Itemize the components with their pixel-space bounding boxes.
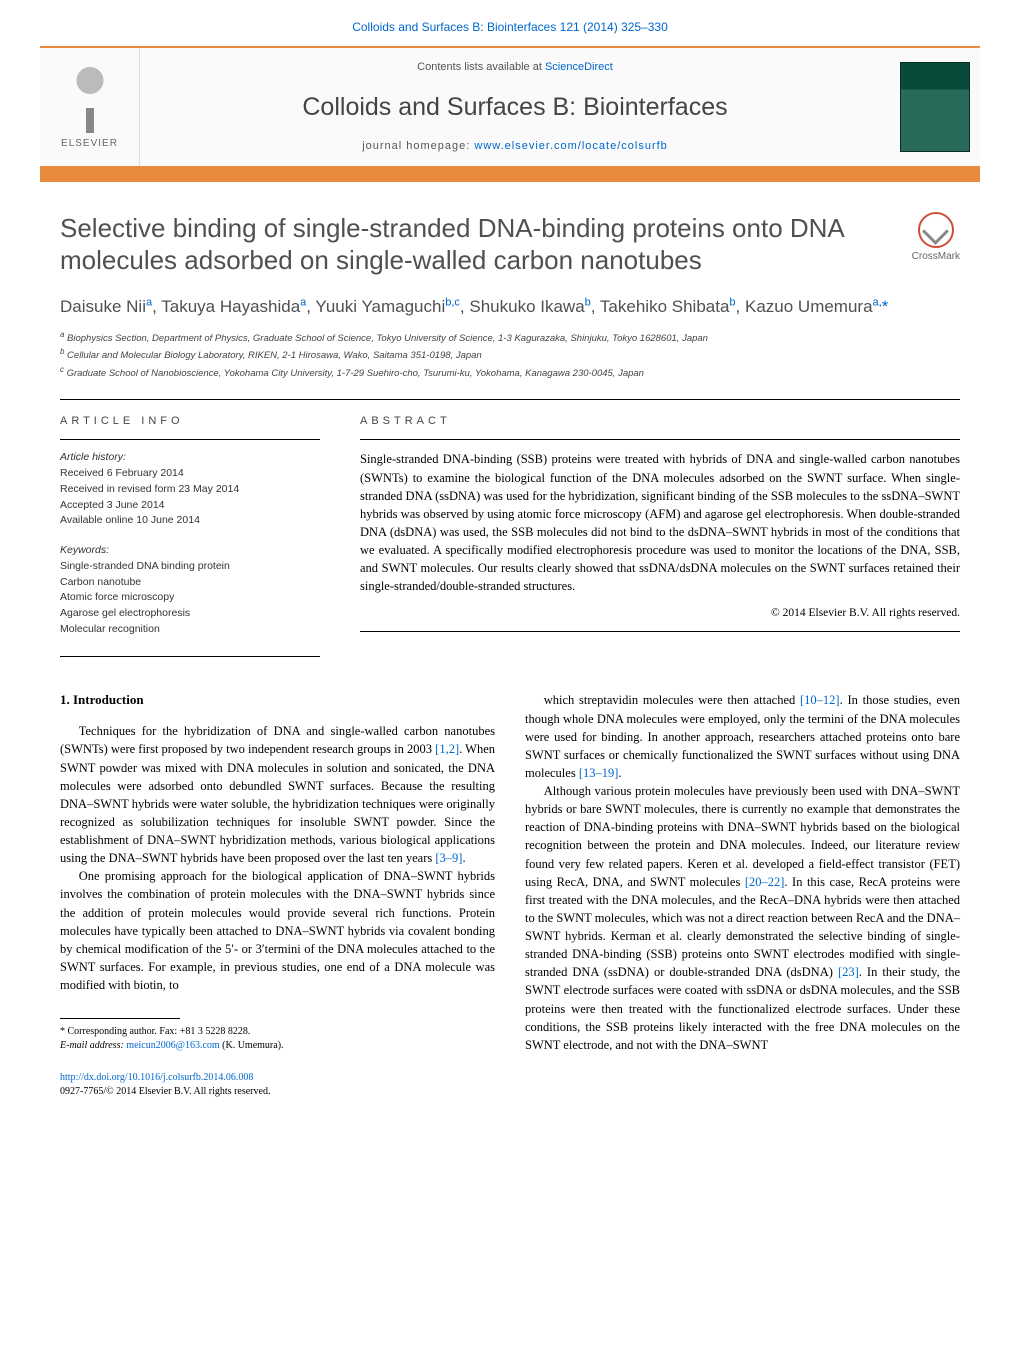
corresponding-email-link[interactable]: meicun2006@163.com (126, 1040, 219, 1051)
crossmark-badge[interactable]: CrossMark (912, 212, 960, 264)
article-info-column: ARTICLE INFO Article history: Received 6… (60, 414, 320, 642)
article-history-block: Article history: Received 6 February 201… (60, 450, 320, 529)
article-title: Selective binding of single-stranded DNA… (60, 212, 892, 277)
keywords-label: Keywords: (60, 543, 320, 559)
introduction-heading: 1. Introduction (60, 691, 495, 710)
keyword-line: Agarose gel electrophoresis (60, 606, 320, 622)
info-abstract-row: ARTICLE INFO Article history: Received 6… (60, 414, 960, 642)
column-rule (360, 439, 960, 440)
divider-rule (60, 399, 960, 400)
history-line: Received in revised form 23 May 2014 (60, 482, 320, 498)
affiliation-line: b Cellular and Molecular Biology Laborat… (60, 346, 960, 363)
affiliations-list: a Biophysics Section, Department of Phys… (60, 329, 960, 381)
body-paragraph: Although various protein molecules have … (525, 782, 960, 1054)
abstract-column: ABSTRACT Single-stranded DNA-binding (SS… (360, 414, 960, 642)
keyword-line: Carbon nanotube (60, 575, 320, 591)
journal-cover-thumbnail (890, 48, 980, 166)
doi-link[interactable]: http://dx.doi.org/10.1016/j.colsurfb.201… (60, 1072, 253, 1083)
history-line: Received 6 February 2014 (60, 466, 320, 482)
body-paragraph: Techniques for the hybridization of DNA … (60, 722, 495, 867)
abstract-heading: ABSTRACT (360, 414, 960, 429)
footnotes-block: * Corresponding author. Fax: +81 3 5228 … (60, 1025, 495, 1053)
footnote-rule (60, 1018, 180, 1019)
journal-citation-link[interactable]: Colloids and Surfaces B: Biointerfaces 1… (352, 20, 668, 34)
keyword-line: Atomic force microscopy (60, 590, 320, 606)
journal-homepage-line: journal homepage: www.elsevier.com/locat… (152, 139, 878, 154)
issn-copyright-line: 0927-7765/© 2014 Elsevier B.V. All right… (60, 1085, 495, 1099)
corresponding-author-note: * Corresponding author. Fax: +81 3 5228 … (60, 1025, 495, 1039)
email-line: E-mail address: meicun2006@163.com (K. U… (60, 1039, 495, 1053)
keywords-block: Keywords: Single-stranded DNA binding pr… (60, 543, 320, 638)
history-label: Article history: (60, 450, 320, 466)
body-paragraph: which streptavidin molecules were then a… (525, 691, 960, 782)
affiliation-line: a Biophysics Section, Department of Phys… (60, 329, 960, 346)
body-two-column: 1. Introduction Techniques for the hybri… (60, 691, 960, 1099)
author-list: Daisuke Niia, Takuya Hayashidaa, Yuuki Y… (60, 295, 960, 319)
abstract-copyright: © 2014 Elsevier B.V. All rights reserved… (360, 605, 960, 621)
email-suffix: (K. Umemura). (220, 1040, 284, 1051)
doi-block: http://dx.doi.org/10.1016/j.colsurfb.201… (60, 1071, 495, 1099)
history-line: Accepted 3 June 2014 (60, 498, 320, 514)
column-rule (360, 631, 960, 632)
keyword-line: Single-stranded DNA binding protein (60, 559, 320, 575)
affiliation-line: c Graduate School of Nanobioscience, Yok… (60, 364, 960, 381)
article-content: Selective binding of single-stranded DNA… (0, 182, 1020, 1139)
body-paragraph: One promising approach for the biologica… (60, 867, 495, 994)
publisher-name: ELSEVIER (61, 137, 118, 151)
body-left-column: 1. Introduction Techniques for the hybri… (60, 691, 495, 1099)
header-center-block: Contents lists available at ScienceDirec… (140, 48, 890, 166)
contents-available-line: Contents lists available at ScienceDirec… (152, 60, 878, 75)
accent-bar (40, 168, 980, 182)
running-header: Colloids and Surfaces B: Biointerfaces 1… (0, 0, 1020, 46)
column-rule (60, 439, 320, 440)
abstract-text: Single-stranded DNA-binding (SSB) protei… (360, 450, 960, 595)
title-row: Selective binding of single-stranded DNA… (60, 212, 960, 277)
journal-header-banner: ELSEVIER Contents lists available at Sci… (40, 46, 980, 168)
article-info-heading: ARTICLE INFO (60, 414, 320, 429)
journal-cover-image (900, 62, 970, 152)
contents-prefix: Contents lists available at (417, 61, 545, 73)
keyword-line: Molecular recognition (60, 622, 320, 638)
publisher-logo: ELSEVIER (40, 48, 140, 166)
homepage-prefix: journal homepage: (362, 140, 474, 152)
sciencedirect-link[interactable]: ScienceDirect (545, 61, 613, 73)
elsevier-tree-icon (60, 63, 120, 133)
body-right-column: which streptavidin molecules were then a… (525, 691, 960, 1099)
info-bottom-rule (60, 656, 320, 657)
email-label: E-mail address: (60, 1040, 126, 1051)
history-line: Available online 10 June 2014 (60, 513, 320, 529)
journal-name: Colloids and Surfaces B: Biointerfaces (152, 90, 878, 125)
crossmark-label: CrossMark (912, 250, 960, 264)
crossmark-icon (918, 212, 954, 248)
journal-homepage-link[interactable]: www.elsevier.com/locate/colsurfb (474, 140, 667, 152)
